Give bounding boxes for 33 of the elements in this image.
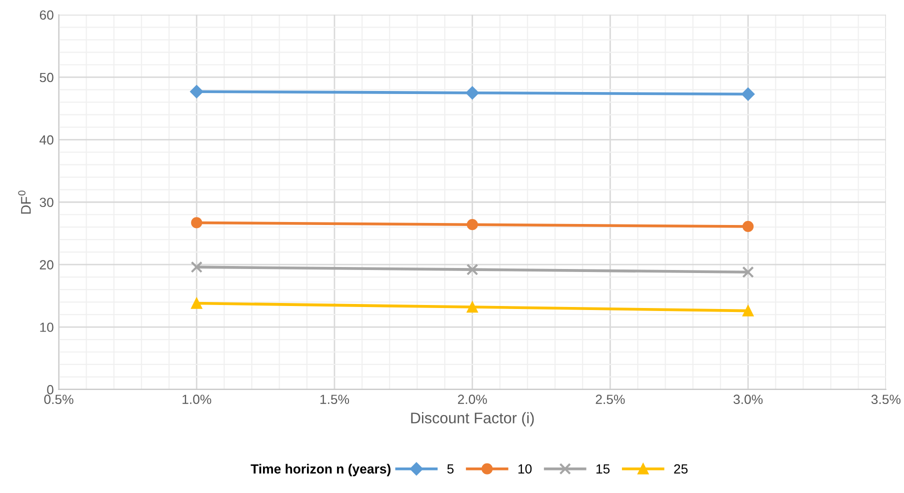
point (742, 305, 754, 316)
y-tick-label: 0 (47, 385, 54, 394)
legend-label: 5 (447, 464, 454, 474)
y-tick-label: 50 (40, 72, 54, 82)
point (190, 261, 203, 273)
x-tick-label: 3.5% (871, 394, 900, 404)
point (742, 266, 754, 278)
y-tick-label: 30 (40, 198, 54, 208)
x-tick-label: 2.5% (596, 394, 625, 404)
legend-label: 15 (596, 464, 610, 474)
y-axis-title: DF$^{0}$ (18, 190, 31, 214)
y-tick-label: 10 (40, 322, 54, 332)
point (466, 264, 478, 276)
y-tick-label: 60 (40, 10, 54, 20)
x-tick-label: 3.0% (734, 394, 763, 404)
legend-label: 25 (674, 464, 688, 474)
point (466, 86, 479, 100)
x-tick-label: 1.0% (182, 394, 212, 404)
x-axis-title: Discount Factor (i) (411, 412, 534, 426)
y-tick-label: 40 (40, 135, 54, 145)
point (466, 219, 478, 230)
point (466, 301, 478, 313)
point (191, 298, 202, 309)
point (191, 217, 202, 228)
x-tick-label: 1.5% (320, 394, 350, 404)
point (742, 220, 754, 232)
x-tick-label: 2.0% (458, 394, 487, 404)
legend-title: Time horizon n (years) (250, 464, 390, 476)
x-tick-label: 0.5% (44, 394, 74, 404)
legend-label: 10 (518, 464, 532, 474)
point (741, 88, 755, 101)
y-tick-label: 20 (40, 260, 54, 270)
point (190, 85, 204, 98)
